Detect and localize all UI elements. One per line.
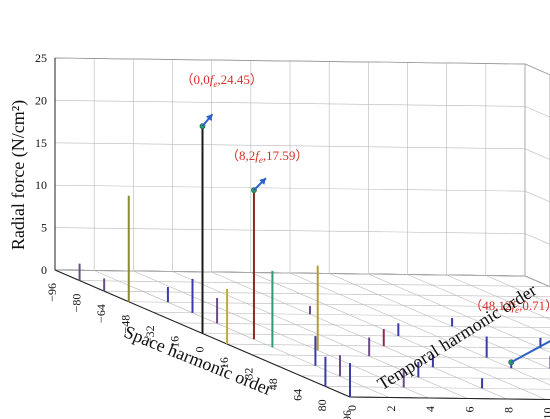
y-tick-label: 8 <box>501 407 515 413</box>
left-wall-grid-z <box>54 227 526 234</box>
x-tick-label: −64 <box>94 304 108 323</box>
x-tick-label: 48 <box>266 378 280 390</box>
left-wall-grid-z <box>54 57 526 65</box>
z-axis-title: Radial force (N/cm²) <box>8 100 29 250</box>
left-wall-grid-z <box>54 142 526 150</box>
x-tick-label: −48 <box>119 315 133 334</box>
left-wall-grid-z <box>54 100 526 107</box>
x-tick-label: 32 <box>241 368 255 380</box>
annotation-label: （8,2fe,17.59） <box>226 148 308 165</box>
x-tick-label: 80 <box>315 399 329 411</box>
x-tick-label: −80 <box>69 294 83 313</box>
floor-grid-y <box>329 273 550 369</box>
floor-grid-y <box>446 274 550 320</box>
annotation-label: （48,12fe,0.71） <box>469 298 550 315</box>
z-tick-label: 20 <box>35 93 47 107</box>
floor-grid-y <box>368 273 550 353</box>
floor-grid-y <box>133 270 429 399</box>
y-tick-label: 10 <box>541 408 550 419</box>
x-tick-label: 64 <box>291 389 305 401</box>
floor-grid-y <box>407 274 550 337</box>
y-tick-label: 2 <box>384 406 398 412</box>
x-tick-label: 0 <box>192 347 206 353</box>
bar-series <box>78 126 550 397</box>
z-tick-label: 5 <box>41 221 47 235</box>
z-tick-label: 0 <box>41 263 47 277</box>
annotation-arrow <box>510 340 550 364</box>
left-wall-grid-z <box>54 184 526 192</box>
x-tick-label: −32 <box>143 325 157 344</box>
arrow-head <box>205 114 213 122</box>
left-wall-grid-z <box>54 269 526 277</box>
x-tick-label: −16 <box>168 336 182 355</box>
x-tick-label: 16 <box>217 357 231 369</box>
x-tick-label: −96 <box>45 283 59 302</box>
z-tick-label: 15 <box>35 136 47 150</box>
annotations: （0,0fe,24.45） （8,2fe,17.59） （48,12fe,0.71） <box>181 72 550 366</box>
x-tick-label: 96 <box>340 410 354 419</box>
arrow-head <box>259 178 266 185</box>
annotation-label: （0,0fe,24.45） <box>181 72 263 89</box>
y-tick-label: 0 <box>345 405 359 411</box>
y-axis-line <box>349 396 550 401</box>
floor-grid-y <box>289 272 550 386</box>
floor-grid-y <box>485 275 550 304</box>
y-tick-label: 6 <box>462 407 476 413</box>
z-tick-label: 25 <box>35 51 47 65</box>
z-tick-label: 10 <box>35 178 47 192</box>
floor-grid-y <box>211 271 507 400</box>
y-tick-label: 4 <box>423 406 437 412</box>
